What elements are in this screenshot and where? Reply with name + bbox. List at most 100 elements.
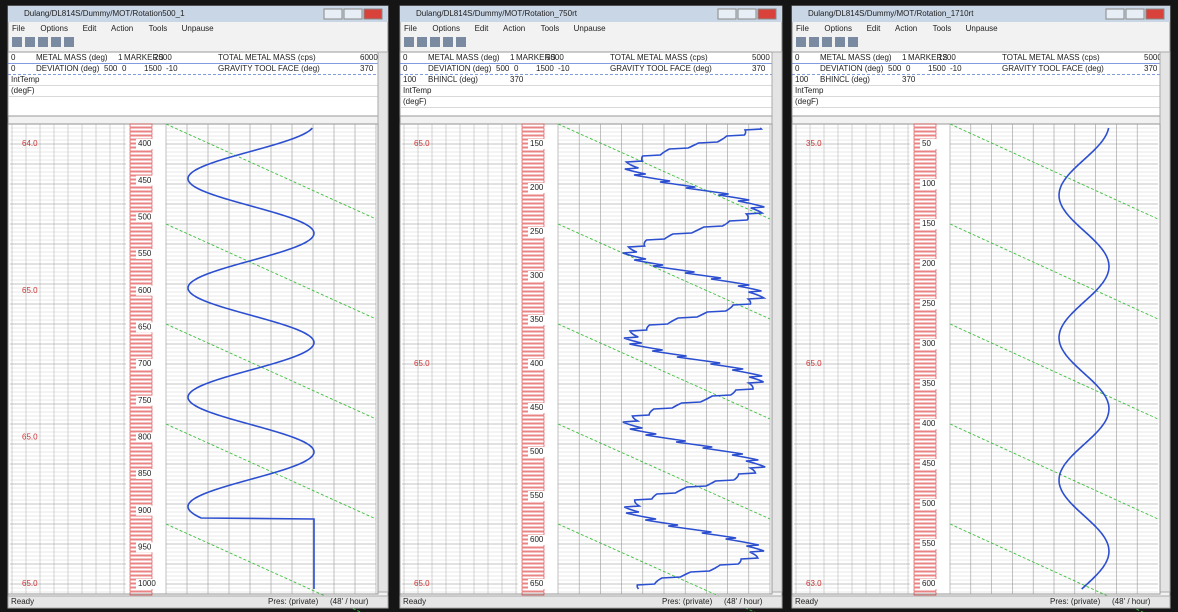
depth-label: 550 xyxy=(138,249,152,258)
header-cell: (degF) xyxy=(795,97,819,106)
temp-label: 65.0 xyxy=(414,359,430,368)
header-cell: 100 xyxy=(403,75,417,84)
temp-label: 64.0 xyxy=(22,139,38,148)
toolbar-icon[interactable] xyxy=(430,37,440,47)
menu-item[interactable]: Tools xyxy=(541,24,560,33)
window-button[interactable] xyxy=(718,9,736,19)
header-cell: (degF) xyxy=(11,86,35,95)
depth-label: 350 xyxy=(922,379,936,388)
status-speed: (48' / hour) xyxy=(1112,597,1151,606)
depth-label: 450 xyxy=(922,459,936,468)
menu-item[interactable]: Unpause xyxy=(182,24,215,33)
header-cell: 5000 xyxy=(752,53,770,62)
menu-item[interactable]: Edit xyxy=(83,24,98,33)
menu-item[interactable]: Action xyxy=(895,24,917,33)
window-button[interactable] xyxy=(364,9,382,19)
depth-label: 400 xyxy=(922,419,936,428)
window-button[interactable] xyxy=(1126,9,1144,19)
depth-label: 600 xyxy=(138,286,152,295)
window: Dulang/DL814S/Dummy/MOT/Rotation_1710rt F… xyxy=(792,6,1170,612)
toolbar-icon[interactable] xyxy=(38,37,48,47)
header-cell: 1500 xyxy=(536,64,554,73)
scrollbar[interactable] xyxy=(1160,52,1170,592)
menu-item[interactable]: Edit xyxy=(475,24,490,33)
toolbar-icon[interactable] xyxy=(417,37,427,47)
depth-label: 300 xyxy=(922,339,936,348)
depth-label: 500 xyxy=(922,499,936,508)
header-cell: 0 xyxy=(11,64,16,73)
window-button[interactable] xyxy=(1106,9,1124,19)
toolbar-icon[interactable] xyxy=(835,37,845,47)
header-cell: -10 xyxy=(950,64,962,73)
header-cell: METAL MASS (deg) xyxy=(36,53,108,62)
menu-item[interactable]: Options xyxy=(432,24,460,33)
depth-label: 450 xyxy=(138,176,152,185)
toolbar-icon[interactable] xyxy=(51,37,61,47)
header-cell: IntTemp xyxy=(11,75,40,84)
header-cell: 5000 xyxy=(546,53,564,62)
depth-label: 150 xyxy=(922,219,936,228)
window-button[interactable] xyxy=(324,9,342,19)
menu-item[interactable]: Unpause xyxy=(574,24,607,33)
window-button[interactable] xyxy=(758,9,776,19)
menu-item[interactable]: Options xyxy=(824,24,852,33)
temp-label: 65.0 xyxy=(22,579,38,588)
menu-item[interactable]: Options xyxy=(40,24,68,33)
toolbar-icon[interactable] xyxy=(404,37,414,47)
toolbar-icon[interactable] xyxy=(848,37,858,47)
header-cell: -10 xyxy=(558,64,570,73)
header-cell: GRAVITY TOOL FACE (deg) xyxy=(610,64,712,73)
header-cell: METAL MASS (deg) xyxy=(428,53,500,62)
window-title: Dulang/DL814S/Dummy/MOT/Rotation_1710rt xyxy=(808,9,974,18)
header-cell: 1500 xyxy=(928,64,946,73)
scrollbar[interactable] xyxy=(772,52,782,592)
window-button[interactable] xyxy=(1146,9,1164,19)
depth-label: 650 xyxy=(138,322,152,331)
window-button[interactable] xyxy=(738,9,756,19)
toolbar-icon[interactable] xyxy=(25,37,35,47)
menu-item[interactable]: Action xyxy=(503,24,525,33)
toolbar-icon[interactable] xyxy=(809,37,819,47)
header-cell: 500 xyxy=(104,64,118,73)
header-cell: 100 xyxy=(795,75,809,84)
header-cell: 0 xyxy=(122,64,127,73)
toolbar-icon[interactable] xyxy=(12,37,22,47)
menu-item[interactable]: Tools xyxy=(933,24,952,33)
header-cell: 500 xyxy=(888,64,902,73)
menu-item[interactable]: File xyxy=(404,24,417,33)
header-cell: 370 xyxy=(510,75,524,84)
header-cell: -10 xyxy=(166,64,178,73)
depth-label: 150 xyxy=(530,139,544,148)
header-cell: 500 xyxy=(496,64,510,73)
window: Dulang/DL814S/Dummy/MOT/Rotation500_1Fil… xyxy=(8,6,388,612)
menu-item[interactable]: Tools xyxy=(149,24,168,33)
toolbar-icon[interactable] xyxy=(443,37,453,47)
toolbar-icon[interactable] xyxy=(456,37,466,47)
toolbar-icon[interactable] xyxy=(796,37,806,47)
header-cell: 2000 xyxy=(154,53,172,62)
menu-item[interactable]: Edit xyxy=(867,24,882,33)
menu-item[interactable]: Action xyxy=(111,24,133,33)
depth-label: 750 xyxy=(138,396,152,405)
header-cell: 0 xyxy=(514,64,519,73)
header-cell: DEVIATION (deg) xyxy=(428,64,492,73)
header-cell: 0 xyxy=(795,64,800,73)
menu-item[interactable]: File xyxy=(796,24,809,33)
menu-item[interactable]: File xyxy=(12,24,25,33)
header-cell: 370 xyxy=(1144,64,1158,73)
depth-label: 250 xyxy=(922,299,936,308)
toolbar-icon[interactable] xyxy=(822,37,832,47)
depth-label: 400 xyxy=(530,359,544,368)
temp-label: 65.0 xyxy=(22,286,38,295)
depth-label: 550 xyxy=(922,539,936,548)
menu-item[interactable]: Unpause xyxy=(966,24,999,33)
header-cell: DEVIATION (deg) xyxy=(36,64,100,73)
depth-label: 200 xyxy=(530,183,544,192)
depth-label: 500 xyxy=(530,447,544,456)
scrollbar[interactable] xyxy=(378,52,388,592)
toolbar-icon[interactable] xyxy=(64,37,74,47)
depth-label: 400 xyxy=(138,139,152,148)
window-button[interactable] xyxy=(344,9,362,19)
depth-label: 300 xyxy=(530,271,544,280)
depth-label: 800 xyxy=(138,432,152,441)
